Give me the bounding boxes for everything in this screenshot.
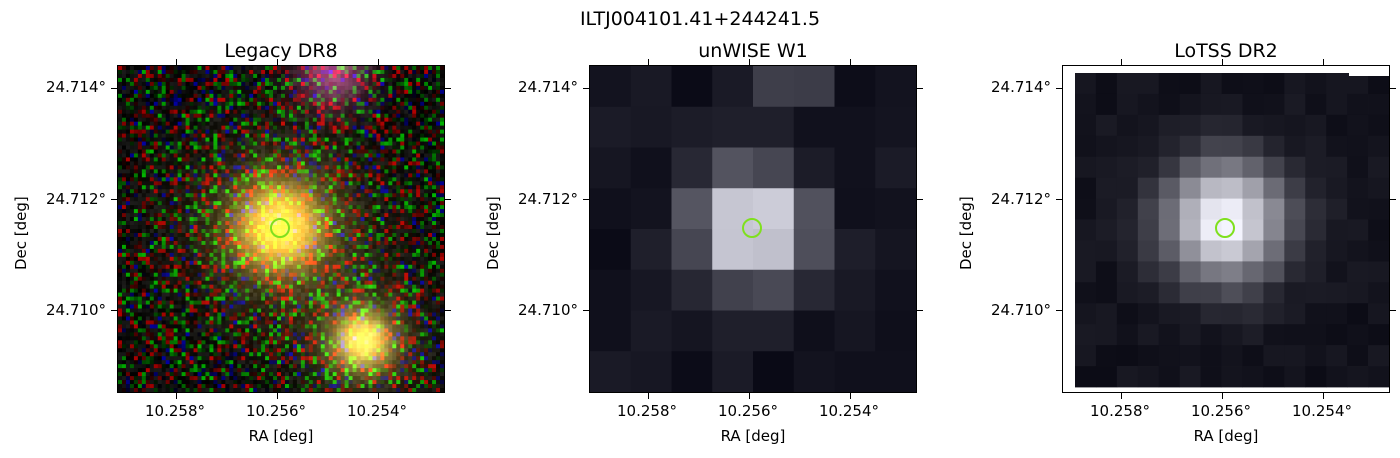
lotss-panel: LoTSS DR2 24.714° 24.712° 24.710° Dec [d…	[955, 40, 1396, 458]
x-tick-mark	[1323, 393, 1324, 399]
ytick-label: 24.710°	[46, 301, 106, 319]
xtick-label: 10.256°	[1191, 402, 1251, 420]
y-tick-mark	[583, 310, 589, 311]
x-tick-mark	[749, 393, 750, 399]
x-tick-mark	[277, 59, 278, 65]
ytick-label: 24.714°	[46, 78, 106, 96]
x-tick-mark	[1121, 393, 1122, 399]
y-tick-mark	[1390, 199, 1396, 200]
y-tick-mark	[1056, 310, 1062, 311]
x-tick-mark	[850, 393, 851, 399]
xtick-label: 10.258°	[145, 402, 205, 420]
lotss-title: LoTSS DR2	[1174, 40, 1278, 62]
unwise-title: unWISE W1	[698, 40, 808, 62]
figure-title: ILTJ004101.41+244241.5	[579, 8, 821, 30]
x-tick-mark	[176, 393, 177, 399]
legacy-pixels	[118, 66, 444, 392]
source-marker	[742, 218, 762, 238]
y-tick-mark	[111, 199, 117, 200]
x-tick-mark	[176, 59, 177, 65]
ytick-label: 24.712°	[46, 190, 106, 208]
x-tick-mark	[378, 393, 379, 399]
y-tick-mark	[111, 310, 117, 311]
x-tick-mark	[648, 393, 649, 399]
x-tick-mark	[648, 59, 649, 65]
x-tick-mark	[1121, 59, 1122, 65]
y-tick-mark	[583, 199, 589, 200]
ytick-label: 24.712°	[991, 190, 1051, 208]
unwise-panel: unWISE W1 24.714° 24.712° 24.710° Dec [d…	[482, 40, 923, 458]
y-axis-label: Dec [deg]	[12, 196, 30, 270]
x-axis-label: RA [deg]	[1193, 427, 1259, 445]
y-tick-mark	[1390, 88, 1396, 89]
xtick-label: 10.254°	[819, 402, 879, 420]
ytick-label: 24.710°	[991, 301, 1051, 319]
y-tick-mark	[1056, 199, 1062, 200]
xtick-label: 10.254°	[1292, 402, 1352, 420]
ytick-label: 24.710°	[518, 301, 578, 319]
y-tick-mark	[917, 88, 923, 89]
x-tick-mark	[1222, 59, 1223, 65]
ytick-label: 24.714°	[518, 78, 578, 96]
unwise-image	[589, 65, 917, 393]
y-tick-mark	[1390, 310, 1396, 311]
x-tick-mark	[749, 59, 750, 65]
legacy-image	[117, 65, 445, 393]
y-tick-mark	[1056, 88, 1062, 89]
xtick-label: 10.256°	[246, 402, 306, 420]
x-tick-mark	[277, 393, 278, 399]
ytick-label: 24.712°	[518, 190, 578, 208]
ytick-label: 24.714°	[991, 78, 1051, 96]
lotss-image	[1062, 65, 1390, 393]
x-tick-mark	[1323, 59, 1324, 65]
legacy-panel: Legacy DR8 24.714° 24.712° 24.710° Dec […	[10, 40, 451, 458]
source-marker	[270, 218, 290, 238]
x-tick-mark	[1222, 393, 1223, 399]
y-tick-mark	[583, 88, 589, 89]
legacy-title: Legacy DR8	[224, 40, 338, 62]
y-tick-mark	[445, 199, 451, 200]
x-tick-mark	[850, 59, 851, 65]
y-tick-mark	[445, 88, 451, 89]
y-tick-mark	[917, 310, 923, 311]
y-tick-mark	[111, 88, 117, 89]
xtick-label: 10.254°	[347, 402, 407, 420]
x-axis-label: RA [deg]	[248, 427, 314, 445]
y-tick-mark	[917, 199, 923, 200]
unwise-pixels	[590, 66, 916, 392]
y-axis-label: Dec [deg]	[484, 196, 502, 270]
x-axis-label: RA [deg]	[720, 427, 786, 445]
xtick-label: 10.256°	[718, 402, 778, 420]
xtick-label: 10.258°	[617, 402, 677, 420]
xtick-label: 10.258°	[1090, 402, 1150, 420]
y-axis-label: Dec [deg]	[957, 196, 975, 270]
lotss-pixels	[1075, 73, 1389, 388]
x-tick-mark	[378, 59, 379, 65]
source-marker	[1215, 218, 1235, 238]
y-tick-mark	[445, 310, 451, 311]
